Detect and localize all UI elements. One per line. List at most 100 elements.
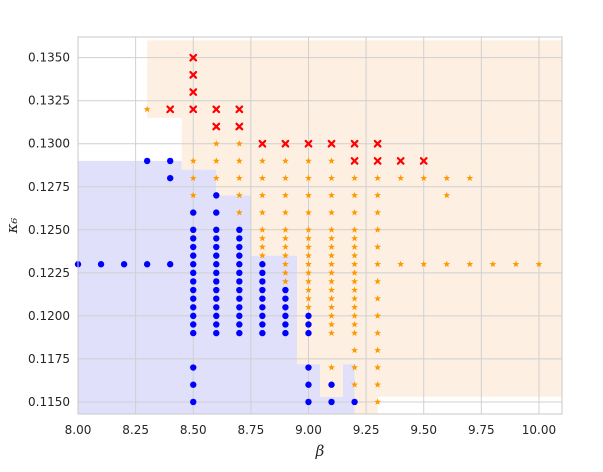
point-star [212,157,220,164]
point-circle [236,329,243,337]
point-star [351,243,358,250]
point-star [282,243,289,250]
point-star [305,208,312,216]
point-star [212,140,220,147]
point-star [443,174,451,182]
point-circle [236,235,243,242]
x-tick-label: 10.00 [522,423,556,437]
point-circle [166,174,174,182]
point-circle [305,364,312,371]
point-circle [213,252,220,259]
point-star [258,191,266,199]
point-star [420,260,428,268]
point-circle [213,243,220,251]
point-circle [190,286,197,294]
point-x [281,139,290,148]
point-star [374,226,382,233]
point-star [397,260,405,268]
y-tick-label: 0.1325 [28,94,70,108]
point-circle [190,321,197,328]
point-star [258,252,266,259]
point-star [489,260,497,268]
point-circle [328,398,335,406]
point-star [305,260,312,268]
point-star [305,243,312,250]
x-tick-label: 9.50 [410,423,437,437]
point-star [328,363,335,371]
point-star [328,320,335,328]
y-tick-label: 0.1225 [28,266,70,280]
point-circle [190,381,197,388]
point-star [258,208,266,216]
phase-regions [78,40,562,415]
point-star [189,157,197,164]
point-x [189,70,198,79]
point-star [305,174,312,182]
point-star [374,208,382,216]
point-circle [236,243,243,251]
point-star [328,312,335,319]
data-points [74,53,543,406]
y-tick-label: 0.1250 [28,223,70,237]
point-x [350,139,359,148]
point-circle [259,304,266,311]
point-circle [236,278,243,285]
point-x [258,139,267,148]
point-x [373,139,382,148]
point-star [258,226,266,233]
point-star [235,208,243,216]
point-x [350,157,359,165]
point-x [304,139,313,148]
point-x [212,105,221,114]
point-star [351,363,358,371]
point-circle [305,329,312,337]
x-tick-label: 8.00 [65,423,92,437]
point-circle [190,243,197,251]
point-circle [213,261,220,268]
point-x [235,105,244,114]
point-star [328,243,335,250]
point-star [328,277,335,285]
point-star [282,277,289,285]
point-circle [213,192,220,199]
point-star [420,174,428,182]
point-star [305,157,312,164]
point-star [351,320,358,328]
point-circle [282,329,289,337]
point-star [258,157,266,164]
point-star [282,226,289,233]
point-star [328,157,335,164]
point-circle [236,312,243,320]
x-tick-label: 8.75 [237,423,264,437]
point-star [351,234,358,242]
point-circle [190,252,197,259]
point-circle [305,312,312,320]
point-star [189,191,197,199]
x-axis-label: β [315,442,325,460]
y-tick-label: 0.1275 [28,180,70,194]
point-star [282,157,289,164]
point-circle [236,269,243,277]
point-star [305,234,312,242]
point-circle [213,209,220,216]
point-star [466,260,474,268]
x-tick-labels: 8.00 8.25 8.50 8.75 9.00 9.25 9.50 9.75 10.00 [65,423,556,437]
point-circle [236,226,243,234]
point-star [235,174,243,182]
point-star [374,398,382,405]
point-star [258,174,266,182]
point-star [351,329,358,336]
point-star [282,269,289,276]
point-star [443,260,451,268]
point-star [351,191,358,199]
point-circle [213,312,220,320]
point-star [535,260,543,268]
point-circle [190,278,197,285]
point-star [328,174,335,182]
point-circle [236,295,243,302]
point-star [305,277,312,285]
point-star [328,208,335,216]
point-circle [213,329,220,337]
point-star [374,243,382,250]
point-circle [213,295,220,302]
